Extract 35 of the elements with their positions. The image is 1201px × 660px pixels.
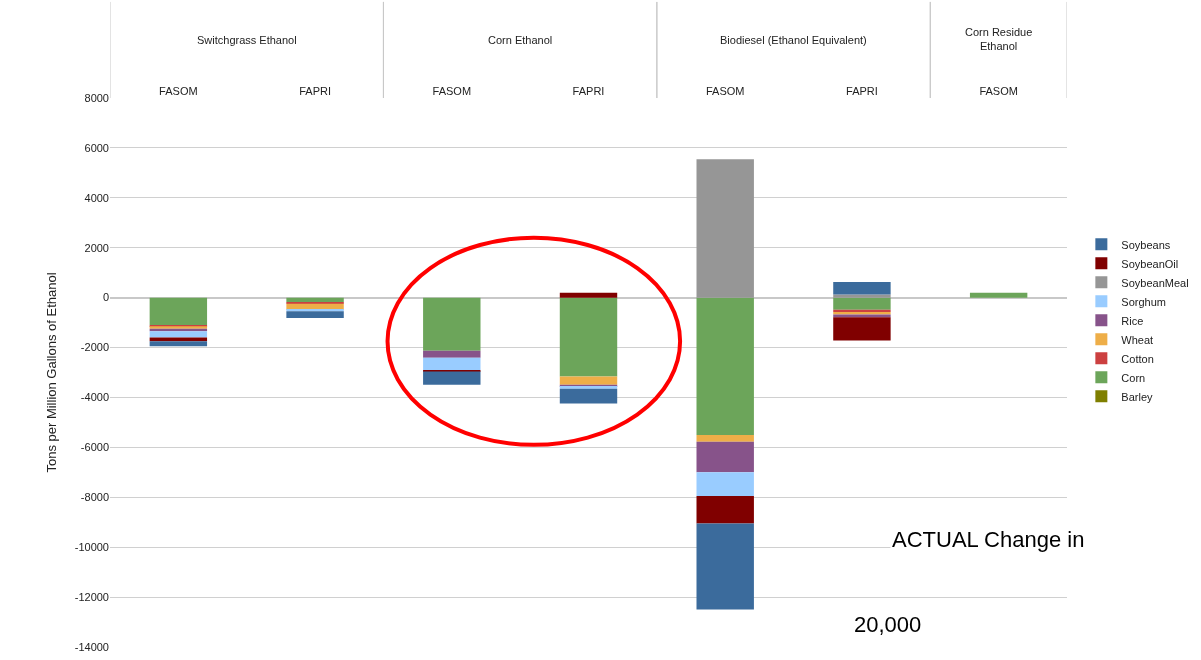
legend-label: Soybeans	[1121, 238, 1171, 251]
y-tick-label: -4000	[80, 391, 109, 404]
y-tick-label: 8000	[84, 91, 109, 104]
x-tick-label: FAPRI	[846, 84, 878, 97]
legend-label: Barley	[1121, 390, 1154, 403]
annotation: 20,000	[854, 612, 922, 637]
y-tick-label: 4000	[84, 191, 109, 204]
y-tick-label: 0	[102, 291, 109, 304]
y-tick-label: -10000	[74, 541, 109, 554]
y-axis-title: Tons per Million Gallons of Ethanol	[43, 272, 59, 473]
y-tick-label: 6000	[84, 141, 109, 154]
y-tick-label: -6000	[80, 441, 109, 454]
y-tick-label: -2000	[80, 341, 109, 354]
legend-label: Rice	[1121, 314, 1144, 327]
x-tick-label: FASOM	[705, 84, 745, 97]
x-tick-label: FASOM	[979, 84, 1018, 97]
y-tick-label: -12000	[74, 590, 109, 603]
x-tick-label: FASOM	[159, 84, 198, 97]
legend-label: SoybeanOil	[1121, 257, 1179, 270]
x-tick-label: FASOM	[432, 84, 472, 97]
x-tick-label: FAPRI	[299, 84, 331, 97]
annotation: ACTUAL Change in	[892, 527, 1085, 552]
text: Biodiesel (Ethanol Equivalent)	[720, 34, 867, 46]
x-tick-label: FAPRI	[572, 84, 605, 97]
text: Corn Residue Ethanol	[965, 26, 1033, 53]
legend-label: SoybeanMeal	[1121, 276, 1189, 289]
y-tick-label: -8000	[80, 491, 109, 504]
y-tick-label: 2000	[84, 241, 109, 254]
text: Switchgrass Ethanol	[197, 34, 297, 46]
legend-label: Wheat	[1121, 333, 1154, 346]
legend-label: Cotton	[1121, 352, 1154, 365]
legend-label: Corn	[1121, 371, 1146, 384]
text: Corn Ethanol	[488, 34, 553, 46]
legend-label: Sorghum	[1121, 295, 1166, 308]
y-tick-label: -14000	[74, 640, 109, 653]
